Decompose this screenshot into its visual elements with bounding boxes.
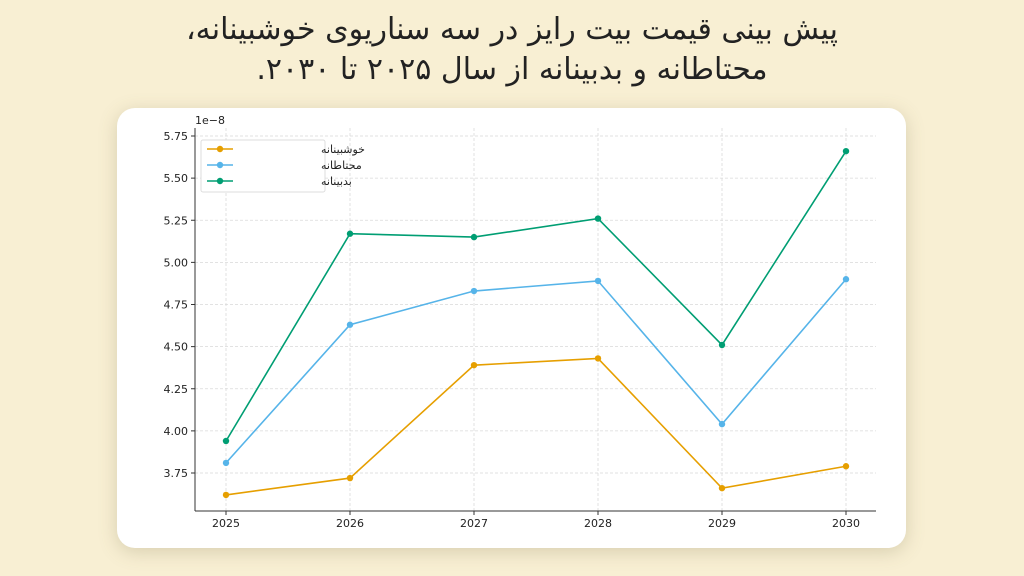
data-point xyxy=(222,437,230,445)
legend: خوشبینانه محتاطانه بدبینانه xyxy=(200,139,365,193)
series-line xyxy=(222,276,850,467)
legend-label: بدبینانه xyxy=(321,175,352,188)
y-tick-label: 4.50 xyxy=(164,341,189,354)
y-tick-label: 5.00 xyxy=(164,256,189,269)
y-tick-label: 5.75 xyxy=(164,130,189,143)
y-tick-label: 4.00 xyxy=(164,425,189,438)
y-tick-label: 4.75 xyxy=(164,299,189,312)
data-point xyxy=(842,463,850,470)
chart-card: 3.75 4.00 4.25 4.50 4.75 5.00 5.25 5.50 5.75 1e−8… xyxy=(117,108,906,548)
y-tick-label: 4.25 xyxy=(164,383,189,396)
y-tick-label: 3.75 xyxy=(164,467,189,480)
chart-title: پیش بینی قیمت بیت رایز در سه سناریوی خوش… xyxy=(0,10,1024,90)
legend-marker-icon xyxy=(216,161,224,169)
x-tick-label: 2029 xyxy=(708,517,736,530)
chart-title-line-1: پیش بینی قیمت بیت رایز در سه سناریوی خوش… xyxy=(186,12,838,47)
y-tick-label: 5.50 xyxy=(164,172,189,185)
y-tick-label: 5.25 xyxy=(164,214,189,227)
chart-title-line-2: محتاطانه و بدبینانه از سال ۲۰۲۵ تا ۲۰۳۰. xyxy=(256,52,768,87)
data-point xyxy=(718,484,726,492)
x-tick-label: 2025 xyxy=(212,517,240,530)
x-tick-label: 2030 xyxy=(832,517,860,530)
x-tick-label: 2026 xyxy=(336,517,364,530)
y-offset-label: 1e−8 xyxy=(195,114,225,127)
line-chart: 3.75 4.00 4.25 4.50 4.75 5.00 5.25 5.50 5.75 1e−8… xyxy=(164,114,876,530)
data-point xyxy=(718,420,726,428)
x-tick-labels: 2025 2026 2027 2028 2029 2030 xyxy=(212,511,860,530)
x-tick-label: 2027 xyxy=(460,517,488,530)
data-point xyxy=(470,287,478,295)
data-point xyxy=(470,361,478,369)
legend-label: محتاطانه xyxy=(321,159,362,172)
data-point xyxy=(842,147,850,155)
data-point xyxy=(222,459,230,467)
data-point xyxy=(346,321,354,328)
y-tick-labels: 3.75 4.00 4.25 4.50 4.75 5.00 5.25 5.50 5.75 xyxy=(164,130,195,480)
data-point xyxy=(470,233,478,241)
data-point xyxy=(222,491,230,499)
series-line xyxy=(222,355,850,499)
data-point xyxy=(346,230,354,237)
data-point xyxy=(842,276,850,283)
legend-marker-icon xyxy=(216,145,224,153)
data-point xyxy=(718,341,726,349)
series-line xyxy=(222,147,850,445)
data-point xyxy=(346,474,354,482)
x-tick-label: 2028 xyxy=(584,517,612,530)
legend-marker-icon xyxy=(216,177,224,185)
data-point xyxy=(594,277,602,285)
data-point xyxy=(594,355,602,362)
grid xyxy=(195,128,876,511)
legend-label: خوشبینانه xyxy=(321,143,365,156)
data-point xyxy=(594,215,602,222)
